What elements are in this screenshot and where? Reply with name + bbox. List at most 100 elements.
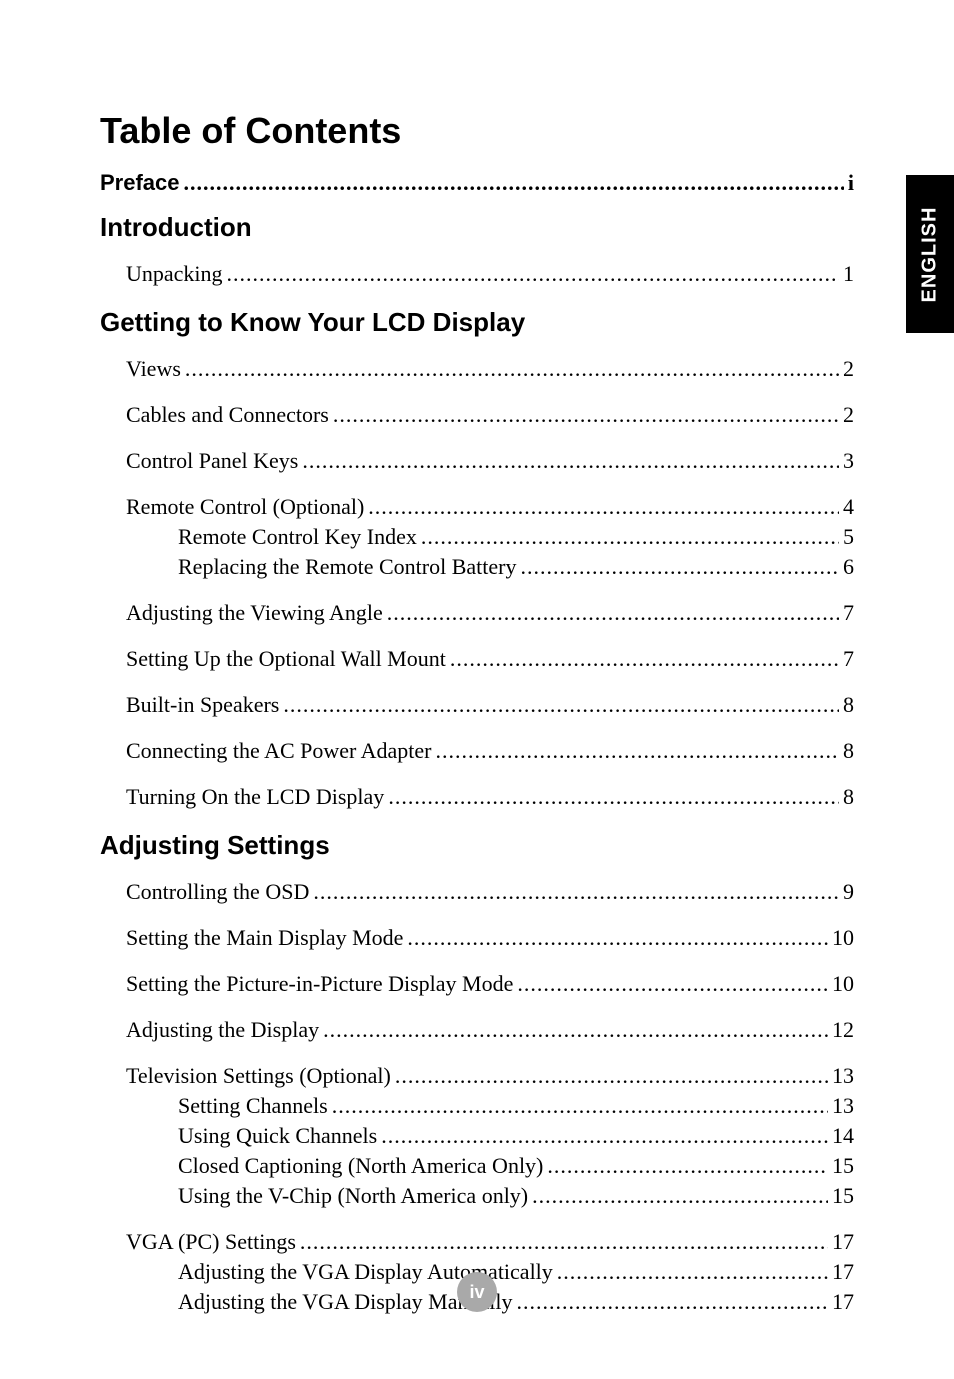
toc-entry: Adjusting the Viewing Angle 7	[100, 600, 854, 626]
dot-leader	[332, 1093, 828, 1119]
toc-label: Closed Captioning (North America Only)	[178, 1153, 543, 1179]
toc-label: Using the V-Chip (North America only)	[178, 1183, 528, 1209]
dot-leader	[387, 600, 839, 626]
toc-entry: Setting Channels 13	[100, 1093, 854, 1119]
dot-leader	[323, 1017, 828, 1043]
toc-entry: Controlling the OSD 9	[100, 879, 854, 905]
dot-leader	[283, 692, 839, 718]
dot-leader	[517, 971, 828, 997]
page-title: Table of Contents	[100, 110, 854, 152]
dot-leader	[516, 1289, 828, 1315]
dot-leader	[381, 1123, 828, 1149]
dot-leader	[302, 448, 839, 474]
toc-entry: Using Quick Channels 14	[100, 1123, 854, 1149]
toc-page: 14	[832, 1123, 854, 1149]
page-number: iv	[469, 1282, 484, 1303]
toc-label: Adjusting the Viewing Angle	[126, 600, 383, 626]
toc-page: 5	[843, 524, 854, 550]
toc-label: Cables and Connectors	[126, 402, 329, 428]
toc-label: Using Quick Channels	[178, 1123, 377, 1149]
toc-page: 2	[843, 402, 854, 428]
toc-label: VGA (PC) Settings	[126, 1229, 296, 1255]
toc-entry: VGA (PC) Settings 17	[100, 1229, 854, 1255]
toc-label: Remote Control Key Index	[178, 524, 417, 550]
toc-label: Adjusting the VGA Display Automatically	[178, 1259, 553, 1285]
toc-page: 10	[832, 971, 854, 997]
toc-page: 9	[843, 879, 854, 905]
toc-entry: Setting the Picture-in-Picture Display M…	[100, 971, 854, 997]
toc-entry-preface: Preface i	[100, 170, 854, 196]
toc-label: Adjusting the Display	[126, 1017, 319, 1043]
dot-leader	[300, 1229, 828, 1255]
dot-leader	[547, 1153, 828, 1179]
toc-page: 6	[843, 554, 854, 580]
toc-label: Replacing the Remote Control Battery	[178, 554, 516, 580]
toc-page: 4	[843, 494, 854, 520]
dot-leader	[184, 170, 844, 196]
toc-page: 3	[843, 448, 854, 474]
toc-label: Setting the Main Display Mode	[126, 925, 403, 951]
dot-leader	[313, 879, 839, 905]
section-heading-getting-to-know: Getting to Know Your LCD Display	[100, 307, 854, 338]
toc-page: 1	[843, 261, 854, 287]
toc-page: 7	[843, 646, 854, 672]
toc-page: 17	[832, 1229, 854, 1255]
toc-entry: Replacing the Remote Control Battery 6	[100, 554, 854, 580]
toc-label: Controlling the OSD	[126, 879, 309, 905]
section-heading-adjusting-settings: Adjusting Settings	[100, 830, 854, 861]
toc-label: Setting Up the Optional Wall Mount	[126, 646, 446, 672]
toc-entry: Built-in Speakers 8	[100, 692, 854, 718]
dot-leader	[532, 1183, 828, 1209]
toc-entry: Cables and Connectors 2	[100, 402, 854, 428]
toc-page: 12	[832, 1017, 854, 1043]
page-content: Table of Contents Preface i Introduction…	[0, 0, 954, 1379]
dot-leader	[557, 1259, 828, 1285]
toc-entry: Connecting the AC Power Adapter 8	[100, 738, 854, 764]
toc-page: 8	[843, 784, 854, 810]
toc-label: Television Settings (Optional)	[126, 1063, 391, 1089]
toc-page: 8	[843, 692, 854, 718]
toc-entry: Setting Up the Optional Wall Mount 7	[100, 646, 854, 672]
toc-entry: Control Panel Keys 3	[100, 448, 854, 474]
toc-page: 7	[843, 600, 854, 626]
toc-label: Views	[126, 356, 181, 382]
dot-leader	[436, 738, 839, 764]
section-heading-introduction: Introduction	[100, 212, 854, 243]
dot-leader	[388, 784, 839, 810]
toc-page: 10	[832, 925, 854, 951]
toc-label: Turning On the LCD Display	[126, 784, 384, 810]
toc-label: Unpacking	[126, 261, 223, 287]
toc-page: 15	[832, 1153, 854, 1179]
dot-leader	[450, 646, 839, 672]
page-number-badge: iv	[457, 1272, 497, 1312]
toc-entry: Remote Control (Optional) 4	[100, 494, 854, 520]
toc-entry: Using the V-Chip (North America only) 15	[100, 1183, 854, 1209]
toc-label: Preface	[100, 170, 180, 196]
dot-leader	[421, 524, 839, 550]
toc-page: 17	[832, 1259, 854, 1285]
toc-entry: Turning On the LCD Display 8	[100, 784, 854, 810]
toc-page: 13	[832, 1093, 854, 1119]
dot-leader	[333, 402, 839, 428]
toc-page: 2	[843, 356, 854, 382]
dot-leader	[368, 494, 839, 520]
toc-label: Connecting the AC Power Adapter	[126, 738, 432, 764]
dot-leader	[185, 356, 839, 382]
toc-label: Setting the Picture-in-Picture Display M…	[126, 971, 513, 997]
dot-leader	[227, 261, 839, 287]
toc-entry: Remote Control Key Index 5	[100, 524, 854, 550]
toc-entry: Closed Captioning (North America Only) 1…	[100, 1153, 854, 1179]
dot-leader	[407, 925, 828, 951]
toc-label: Built-in Speakers	[126, 692, 279, 718]
dot-leader	[395, 1063, 828, 1089]
toc-entry: Television Settings (Optional) 13	[100, 1063, 854, 1089]
toc-page: 8	[843, 738, 854, 764]
toc-entry: Views 2	[100, 356, 854, 382]
toc-page: 15	[832, 1183, 854, 1209]
toc-page: 17	[832, 1289, 854, 1315]
toc-entry: Unpacking 1	[100, 261, 854, 287]
dot-leader	[520, 554, 839, 580]
toc-entry: Setting the Main Display Mode 10	[100, 925, 854, 951]
toc-entry: Adjusting the Display 12	[100, 1017, 854, 1043]
toc-label: Remote Control (Optional)	[126, 494, 364, 520]
